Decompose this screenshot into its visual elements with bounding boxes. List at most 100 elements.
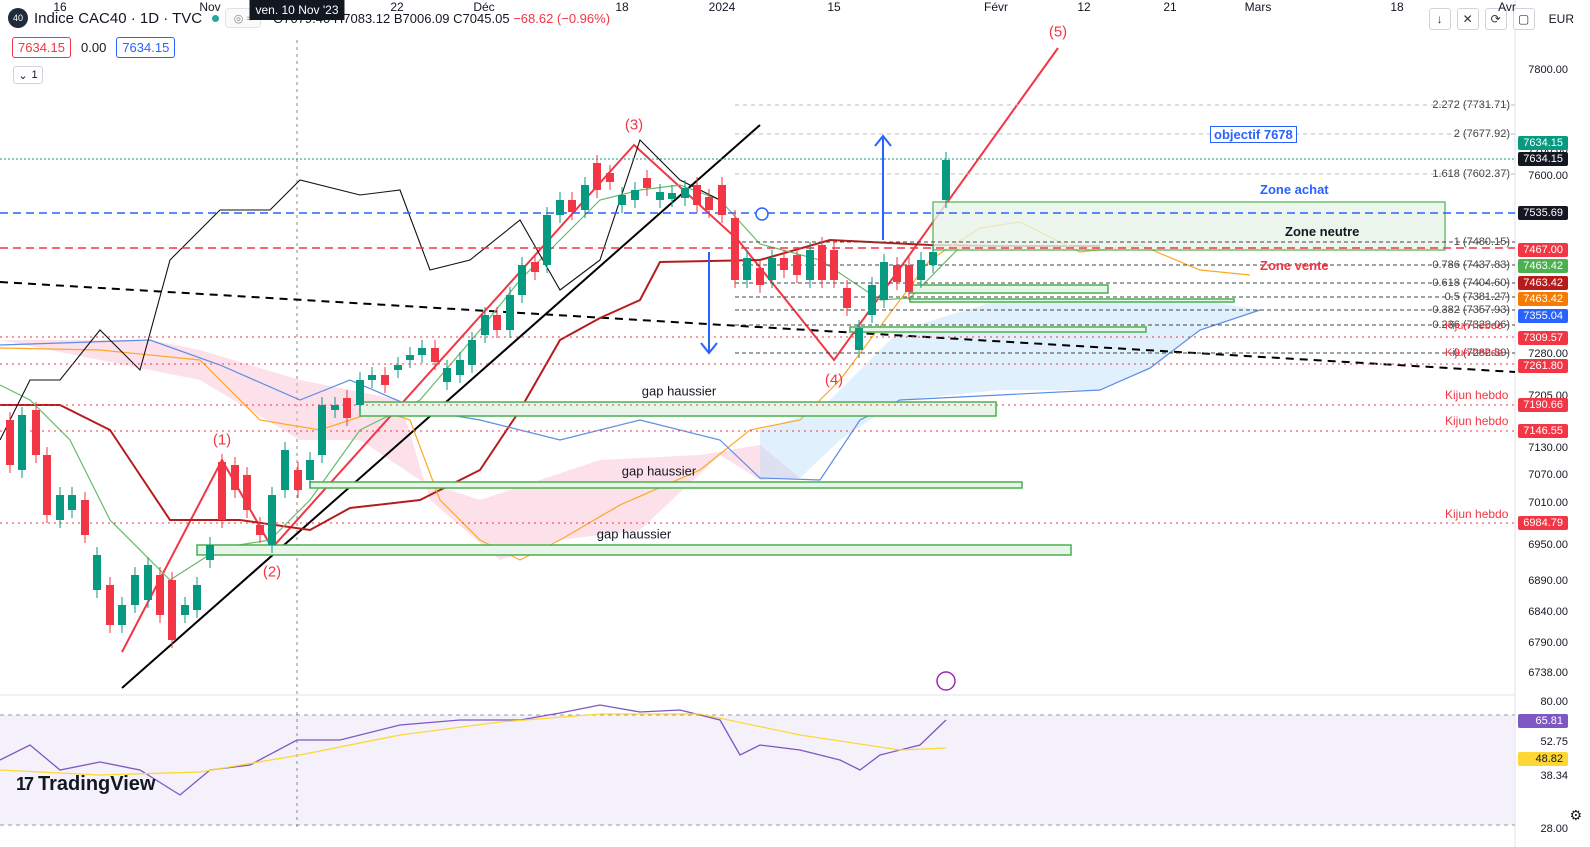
- candle-body-25: [318, 405, 326, 455]
- candle-body-4: [56, 495, 64, 520]
- y-tick-2: 7600.00: [1528, 170, 1568, 182]
- arrow-down-head: [700, 342, 718, 355]
- alert-handle-circle: [755, 207, 769, 221]
- wave-label-3: (3): [624, 116, 644, 134]
- kijun-label-5: Kijun hebdo: [1445, 347, 1504, 359]
- x-tick-10: Mars: [1244, 0, 1272, 14]
- candle-body-42: [531, 262, 539, 272]
- price-tag-10: 7190.66: [1518, 398, 1568, 412]
- x-tick-9: 21: [1163, 0, 1177, 14]
- candle-body-52: [656, 192, 664, 200]
- x-tick-12: Avr: [1498, 0, 1516, 14]
- kijun-label-3: Kijun hebdo: [1445, 507, 1509, 521]
- candle-body-8: [106, 585, 114, 625]
- senkou-span-a: [0, 309, 1261, 481]
- candle-body-56: [705, 197, 713, 210]
- fib-label-6: 0.5 (7381.27): [1444, 291, 1510, 303]
- gap-box-1: [359, 401, 997, 417]
- candle-body-66: [830, 250, 838, 280]
- spread: 0.00: [81, 40, 107, 55]
- rsi-tick-0: 80.00: [1540, 696, 1568, 708]
- ohlc-low: B7006.09: [393, 10, 450, 26]
- bid-ask-box: 7634.15 0.00 7634.15: [12, 37, 176, 58]
- candle-body-62: [780, 258, 788, 270]
- currency-label[interactable]: EUR: [1548, 12, 1574, 26]
- x-tick-5: 2024: [708, 0, 736, 14]
- fullscreen-icon[interactable]: ▢: [1512, 8, 1535, 30]
- candle-body-45: [568, 200, 576, 212]
- candle-body-24: [306, 460, 314, 480]
- candle-body-70: [880, 262, 888, 300]
- symbol-logo: 40: [8, 8, 28, 28]
- candle-body-3: [43, 455, 51, 515]
- zone-achat-label: Zone achat: [1260, 182, 1329, 197]
- price-tag-9: 7261.80: [1518, 359, 1568, 373]
- indicators-toggle[interactable]: ⌄ 1: [13, 66, 43, 84]
- x-tick-11: 18: [1390, 0, 1404, 14]
- price-tag-2: 7535.69: [1518, 206, 1568, 220]
- flash-icon-circle: [936, 671, 956, 691]
- candle-body-11: [144, 565, 152, 600]
- price-tag-1: 7634.15: [1518, 152, 1568, 166]
- rsi-band: [0, 715, 1515, 825]
- gap-label-1: gap haussier: [641, 383, 717, 399]
- candle-body-68: [855, 328, 863, 350]
- candle-body-22: [281, 450, 289, 490]
- y-tick-10: 6840.00: [1528, 606, 1568, 618]
- fib-label-1: 2 (7677.92): [1453, 128, 1510, 140]
- candle-body-6: [81, 500, 89, 535]
- close-icon[interactable]: ✕: [1456, 8, 1479, 30]
- chikou-span: [0, 138, 721, 441]
- candle-body-48: [606, 173, 614, 182]
- y-tick-9: 6890.00: [1528, 575, 1568, 587]
- tv-mark-icon: 17: [16, 774, 34, 794]
- price-tag-8: 7309.57: [1518, 331, 1568, 345]
- buy-price[interactable]: 7634.15: [116, 37, 176, 58]
- kijun-label-2: Kijun hebdo: [1445, 414, 1509, 428]
- candle-body-53: [668, 193, 676, 199]
- candle-body-5: [68, 495, 76, 510]
- reset-icon[interactable]: ⟳: [1484, 8, 1507, 30]
- rsi-tick-2: 38.34: [1540, 770, 1568, 782]
- candle-body-19: [243, 475, 251, 510]
- zone-vente-label: Zone vente: [1260, 258, 1329, 273]
- price-tag-14: 48.82: [1518, 752, 1568, 766]
- cloud-bullish: [760, 300, 1260, 480]
- symbol-title[interactable]: Indice CAC40 · 1D · TVC: [34, 9, 203, 27]
- rsi-tick-1: 52.75: [1540, 736, 1568, 748]
- x-tick-6: 15: [827, 0, 841, 14]
- candle-body-46: [581, 185, 589, 210]
- download-icon[interactable]: ↓: [1428, 8, 1451, 30]
- candle-body-41: [518, 265, 526, 295]
- ohlc-change: −68.62 (−0.96%): [513, 10, 611, 26]
- y-tick-6: 7070.00: [1528, 469, 1568, 481]
- chevron-down-icon: ⌄: [18, 69, 28, 82]
- x-tick-3: Déc: [473, 0, 495, 14]
- fib-label-0: 2.272 (7731.71): [1432, 99, 1510, 111]
- y-tick-0: 7800.00: [1528, 64, 1568, 76]
- fib-label-3: 1 (7480.15): [1453, 236, 1510, 248]
- candle-body-13: [168, 580, 176, 640]
- x-tick-1: Nov: [199, 0, 221, 14]
- candle-body-28: [356, 380, 364, 405]
- candle-body-35: [443, 368, 451, 382]
- candle-body-10: [131, 575, 139, 605]
- candle-body-73: [917, 260, 925, 280]
- gap-box-5: [909, 298, 1235, 303]
- sell-price[interactable]: 7634.15: [12, 37, 71, 58]
- price-tag-0: 7634.15: [1518, 136, 1568, 150]
- price-tag-3: 7467.00: [1518, 243, 1568, 257]
- candle-body-47: [593, 163, 601, 190]
- candle-body-32: [406, 355, 414, 360]
- candle-body-27: [343, 398, 351, 418]
- kijun-label-1: Kijun hebdo: [1445, 388, 1509, 402]
- x-tick-0: 16: [53, 0, 67, 14]
- candle-body-40: [506, 295, 514, 330]
- candle-body-63: [793, 255, 801, 275]
- gear-icon[interactable]: ⚙: [1569, 807, 1582, 823]
- y-tick-8: 6950.00: [1528, 539, 1568, 551]
- wave-label-4: (4): [824, 371, 844, 389]
- candle-body-20: [256, 525, 264, 535]
